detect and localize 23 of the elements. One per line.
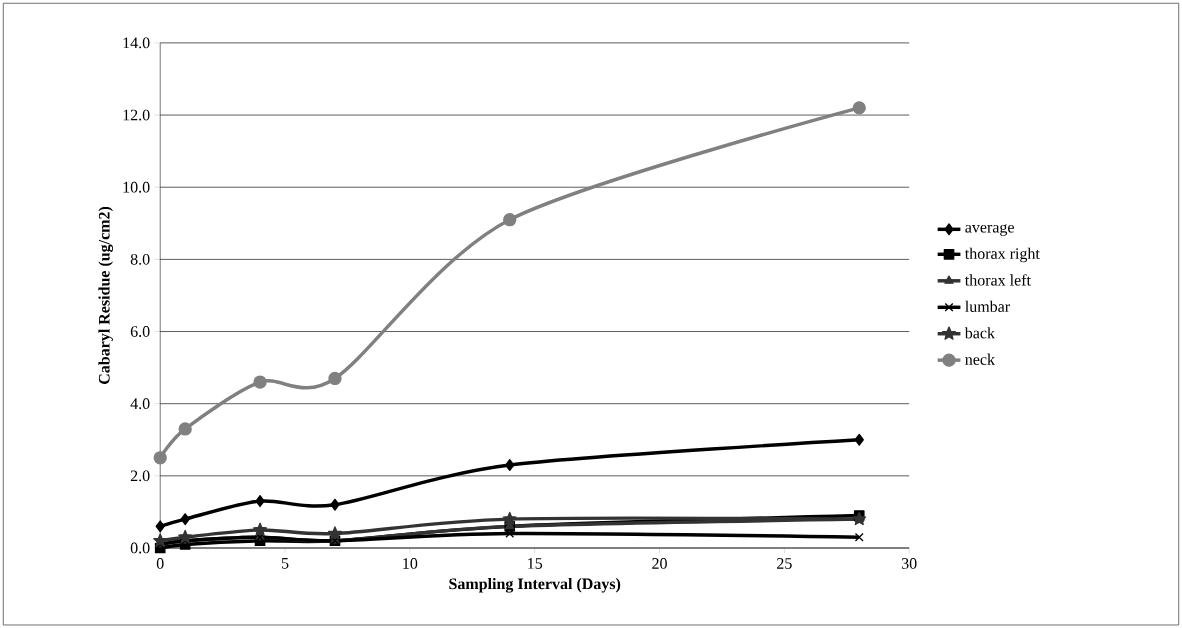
x-tick-label: 30	[901, 557, 917, 569]
y-tick-label: 10.0	[123, 181, 150, 193]
legend-label: lumbar	[965, 300, 1010, 312]
x-tick-label: 0	[156, 557, 164, 569]
legend-label: back	[964, 327, 995, 339]
y-axis-title: Cabaryl Residue (ug/cm2)	[98, 206, 114, 384]
x-tick-label: 20	[652, 557, 667, 569]
legend-label: thorax left	[964, 274, 1031, 286]
x-axis-title: Sampling Interval (Days)	[449, 577, 621, 593]
y-tick-label: 0.0	[130, 542, 150, 554]
legend-label: average	[965, 224, 1014, 236]
y-tick-label: 4.0	[130, 398, 150, 410]
y-tick-label: 14.0	[123, 37, 150, 49]
legend-label: neck	[965, 353, 995, 365]
x-tick-label: 5	[281, 557, 289, 569]
legend-label: thorax right	[964, 247, 1040, 263]
y-tick-label: 6.0	[130, 325, 150, 337]
y-tick-label: 12.0	[123, 109, 150, 121]
x-tick-label: 25	[777, 557, 792, 569]
y-tick-label: 8.0	[130, 253, 150, 265]
x-tick-label: 10	[403, 557, 418, 569]
x-tick-label: 15	[528, 557, 543, 569]
y-tick-label: 2.0	[130, 470, 150, 482]
